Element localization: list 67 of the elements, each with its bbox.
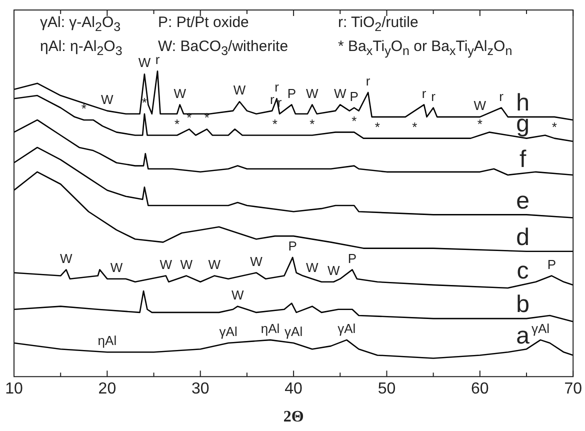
annotation: γAl bbox=[338, 321, 356, 336]
annotation: * bbox=[142, 94, 147, 110]
series-label: f bbox=[519, 146, 526, 173]
series-label: e bbox=[516, 187, 530, 214]
x-tick-label: 50 bbox=[378, 380, 396, 398]
annotation: * bbox=[374, 119, 380, 134]
annotation: γAl bbox=[284, 324, 303, 340]
text: P: Pt/Pt oxide bbox=[158, 14, 250, 33]
annotation: W bbox=[250, 254, 264, 269]
annotation: W bbox=[474, 98, 487, 114]
text: r: TiO$_{2}$/rutile bbox=[338, 14, 420, 36]
annotation: * bbox=[310, 116, 315, 132]
x-tick-label: 60 bbox=[471, 380, 489, 398]
annotation: W bbox=[306, 86, 320, 101]
annotation: W bbox=[334, 86, 347, 101]
annotation: P bbox=[287, 86, 296, 101]
annotation: W bbox=[327, 262, 340, 278]
annotation: W bbox=[306, 260, 320, 275]
annotation: r bbox=[422, 86, 427, 101]
annotation: r bbox=[270, 92, 275, 107]
annotation: r bbox=[155, 52, 160, 68]
annotation: r bbox=[499, 88, 504, 104]
annotation: P bbox=[547, 256, 556, 272]
series-label: d bbox=[516, 224, 530, 251]
series-label: b bbox=[516, 291, 530, 318]
text: ηAl: η-Al$_{2}$O$_{3}$ bbox=[40, 38, 122, 58]
annotation: W bbox=[233, 82, 246, 98]
series-label: c bbox=[516, 257, 529, 284]
series-label: a bbox=[516, 322, 530, 350]
annotation: W bbox=[232, 287, 244, 302]
annotation: r bbox=[366, 74, 371, 89]
x-tick-label: 40 bbox=[284, 380, 303, 398]
annotation: P bbox=[348, 250, 357, 266]
text: * Ba$_{x}$Ti$_{y}$O$_{n}$ or Ba$_{x}$Ti$_{y}$Al$_{z}$O$_{n}$ bbox=[338, 38, 512, 58]
annotation: γAl bbox=[531, 321, 550, 336]
annotation: * bbox=[412, 119, 418, 134]
annotation: ηAl bbox=[98, 333, 117, 348]
x-tick-label: 30 bbox=[191, 380, 210, 398]
text: W: BaCO$_{3}$/witherite bbox=[158, 38, 290, 58]
annotation: W bbox=[138, 55, 152, 70]
x-tick-label: 70 bbox=[564, 380, 582, 398]
x-tick-label: 20 bbox=[98, 380, 116, 398]
annotation: * bbox=[186, 110, 192, 126]
text: γAl: γ-Al$_{2}$O$_{3}$ bbox=[40, 14, 122, 36]
annotation: r bbox=[277, 94, 282, 110]
annotation: W bbox=[160, 256, 173, 272]
annotation: r bbox=[274, 80, 280, 95]
annotation: P bbox=[288, 238, 297, 254]
annotation: W bbox=[101, 92, 114, 107]
annotation: γAl bbox=[219, 324, 238, 340]
annotation: W bbox=[60, 250, 74, 266]
annotation: * bbox=[352, 113, 357, 128]
annotation: * bbox=[204, 110, 210, 126]
x-axis-title: 2Θ bbox=[283, 408, 304, 426]
x-tick-label: 10 bbox=[5, 380, 23, 398]
annotation: W bbox=[174, 86, 187, 101]
annotation: * bbox=[174, 116, 180, 132]
annotation: * bbox=[552, 119, 557, 134]
annotation: W bbox=[208, 256, 222, 272]
annotation: r bbox=[431, 88, 436, 104]
annotation: * bbox=[272, 116, 278, 132]
annotation: * bbox=[477, 116, 482, 132]
annotation: ηAl bbox=[260, 321, 280, 336]
annotation: * bbox=[81, 101, 86, 116]
annotation: W bbox=[110, 260, 124, 275]
annotation: P bbox=[350, 88, 358, 104]
annotation: W bbox=[180, 256, 194, 272]
